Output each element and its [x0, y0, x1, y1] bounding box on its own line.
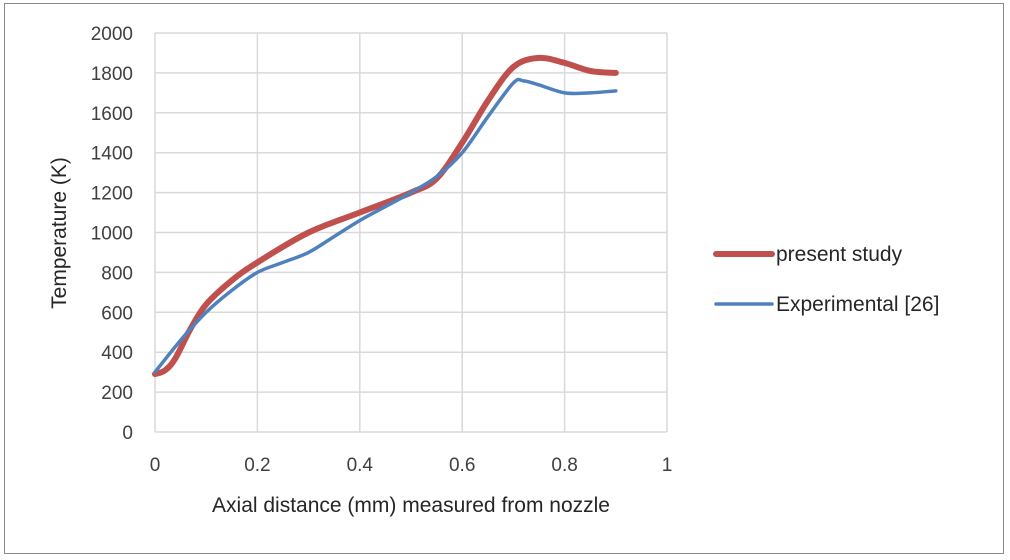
- y-axis-title: Temperature (K): [48, 157, 71, 309]
- legend: present study Experimental [26]: [713, 243, 939, 316]
- y-tick-label: 1600: [91, 104, 133, 125]
- x-axis-ticks: 0 0.2 0.4 0.6 0.8 1: [150, 455, 673, 476]
- x-tick-label: 0.2: [244, 455, 270, 476]
- gridlines: [154, 32, 668, 433]
- x-axis-title: Axial distance (mm) measured from nozzle: [212, 494, 610, 517]
- y-tick-label: 200: [101, 383, 133, 404]
- legend-label-present-study: present study: [776, 243, 903, 266]
- x-tick-label: 0.8: [551, 455, 577, 476]
- y-tick-label: 2000: [91, 24, 133, 45]
- x-tick-label: 1: [662, 455, 673, 476]
- legend-label-experimental: Experimental [26]: [776, 293, 939, 316]
- y-tick-label: 1800: [91, 64, 133, 85]
- y-tick-label: 400: [101, 343, 133, 364]
- y-tick-label: 600: [101, 303, 133, 324]
- y-tick-label: 0: [122, 423, 133, 444]
- x-tick-label: 0.6: [449, 455, 475, 476]
- x-tick-label: 0.4: [347, 455, 374, 476]
- series-line-experimental: [153, 77, 618, 374]
- series-lines: [152, 54, 619, 378]
- y-axis-ticks: 0 200 400 600 800 1000 1200 1400 1600 1800 2000: [91, 24, 133, 444]
- y-tick-label: 800: [101, 263, 133, 284]
- y-tick-label: 1000: [91, 224, 133, 245]
- y-tick-label: 1200: [91, 184, 133, 205]
- y-tick-label: 1400: [91, 144, 133, 165]
- x-tick-label: 0: [150, 455, 161, 476]
- series-line-present-study: [152, 54, 619, 378]
